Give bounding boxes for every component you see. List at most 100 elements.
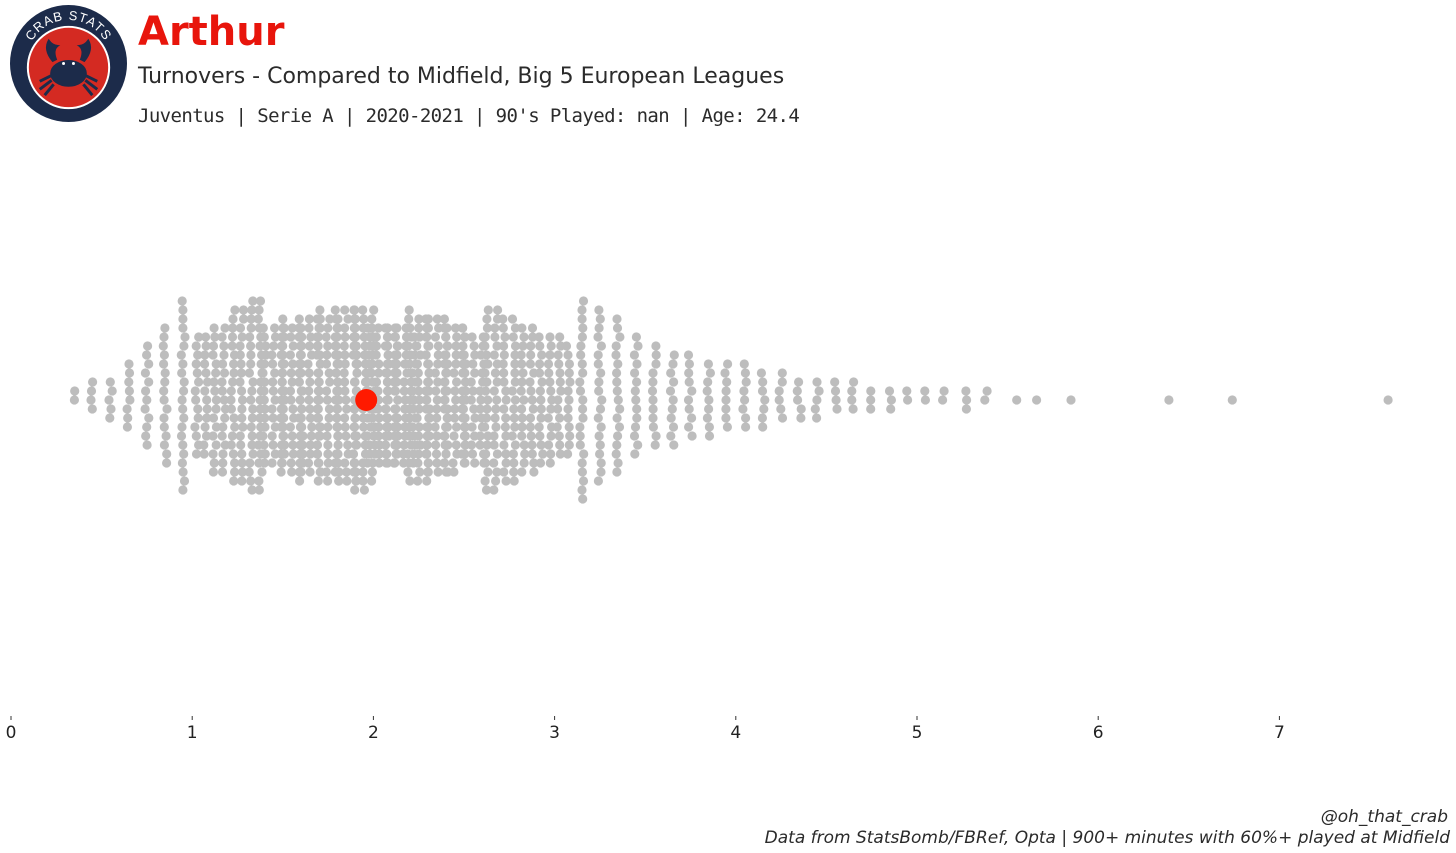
population-dot: [537, 377, 547, 387]
population-dot: [501, 395, 511, 405]
population-dot: [422, 395, 432, 405]
population-dot: [480, 422, 490, 432]
population-dot: [441, 368, 451, 378]
population-dot: [475, 404, 485, 414]
population-dot: [468, 386, 478, 396]
population-dot: [739, 359, 749, 369]
population-dot: [373, 323, 383, 333]
population-dot: [350, 413, 360, 423]
population-dot: [190, 422, 200, 432]
population-dot: [412, 359, 422, 369]
population-dot: [220, 323, 230, 333]
population-dot: [406, 368, 416, 378]
population-dot: [330, 341, 340, 351]
population-dot: [501, 413, 511, 423]
population-dot: [441, 332, 451, 342]
population-dot: [648, 377, 658, 387]
population-dot: [340, 458, 350, 468]
population-dot: [405, 413, 415, 423]
population-dot: [564, 359, 575, 369]
population-dot: [383, 350, 393, 360]
population-dot: [594, 431, 604, 441]
population-dot: [295, 476, 305, 486]
population-dot: [202, 395, 212, 405]
population-dot: [536, 395, 546, 405]
population-dot: [159, 440, 169, 450]
population-dot: [217, 377, 227, 387]
population-dot: [498, 314, 508, 324]
population-dot: [333, 458, 343, 468]
population-dot: [866, 386, 876, 396]
population-dot: [519, 332, 529, 342]
population-dot: [614, 422, 625, 432]
outlier-dot: [1227, 395, 1237, 405]
population-dot: [193, 413, 203, 423]
population-dot: [481, 449, 491, 459]
population-dot: [340, 305, 350, 315]
population-dot: [520, 449, 530, 459]
population-dot: [415, 332, 425, 342]
population-dot: [467, 449, 478, 459]
population-dot: [480, 332, 490, 342]
population-dot: [253, 314, 263, 324]
population-dot: [230, 422, 240, 432]
population-dot: [561, 341, 572, 351]
population-dot: [382, 395, 392, 405]
population-dot: [365, 440, 375, 450]
population-dot: [441, 422, 451, 432]
population-dot: [630, 422, 641, 432]
population-dot: [741, 422, 751, 432]
population-dot: [340, 350, 350, 360]
population-dot: [684, 404, 694, 414]
population-dot: [545, 332, 555, 342]
population-dot: [517, 359, 527, 369]
population-dot: [577, 305, 587, 315]
population-dot: [343, 440, 353, 450]
population-dot: [350, 314, 360, 324]
population-dot: [381, 413, 392, 423]
population-dot: [315, 350, 325, 360]
population-dot: [191, 449, 202, 459]
population-dot: [367, 467, 377, 477]
population-dot: [489, 485, 499, 495]
population-dot: [483, 395, 493, 405]
population-dot: [432, 404, 442, 414]
population-dot: [248, 449, 258, 459]
population-dot: [323, 341, 333, 351]
population-dot: [162, 458, 172, 468]
population-dot: [510, 341, 521, 351]
population-dot: [555, 332, 565, 342]
population-dot: [244, 467, 254, 477]
population-dot: [237, 413, 247, 423]
population-dot: [125, 395, 135, 405]
population-dot: [651, 359, 661, 369]
population-dot: [217, 386, 227, 396]
population-dot: [611, 350, 621, 360]
population-dot: [160, 377, 170, 387]
population-dot: [577, 332, 588, 342]
population-dot: [468, 359, 478, 369]
population-dot: [721, 395, 731, 405]
population-dot: [498, 323, 508, 333]
population-dot: [683, 395, 694, 405]
population-dot: [237, 449, 247, 459]
population-dot: [178, 467, 188, 477]
population-dot: [389, 422, 399, 432]
population-dot: [367, 314, 377, 324]
population-dot: [466, 377, 476, 387]
population-dot: [611, 449, 621, 459]
population-dot: [492, 377, 502, 387]
population-dots: [69, 296, 1393, 504]
population-dot: [140, 368, 150, 378]
population-dot: [297, 404, 307, 414]
population-dot: [648, 422, 659, 432]
population-dot: [458, 341, 468, 351]
population-dot: [442, 323, 452, 333]
population-dot: [442, 341, 452, 351]
population-dot: [246, 359, 256, 369]
population-dot: [193, 404, 203, 414]
population-dot: [383, 341, 393, 351]
population-dot: [351, 476, 361, 486]
population-dot: [374, 359, 384, 369]
population-dot: [226, 440, 236, 450]
